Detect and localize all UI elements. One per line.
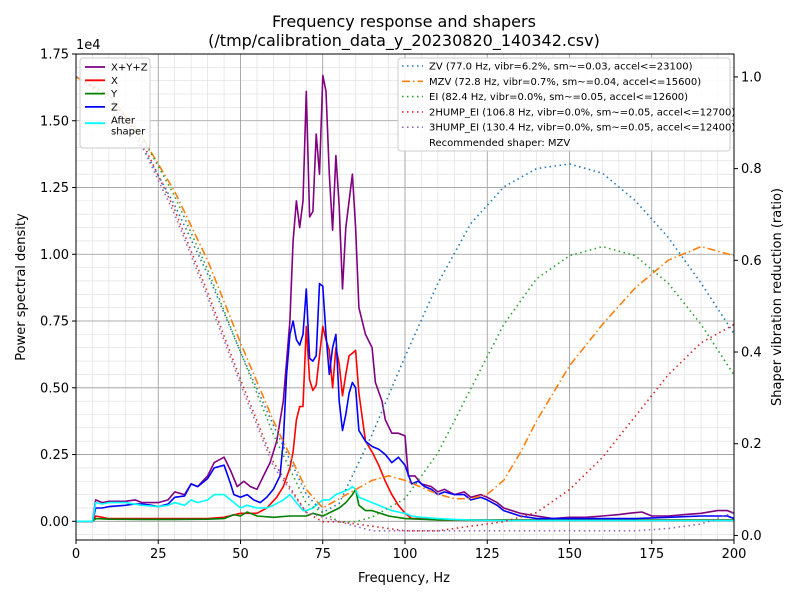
y-right-tick-label: 0.2 — [741, 437, 762, 452]
x-tick-label: 75 — [314, 547, 331, 562]
y-tick-label: 0.75 — [40, 315, 69, 330]
y-tick-label: 1.50 — [40, 114, 69, 129]
legend-right-label: 3HUMP_EI (130.4 Hz, vibr=0.0%, sm~=0.05,… — [429, 123, 735, 134]
legend-left-label: X+Y+Z — [111, 63, 148, 74]
legend-left-label: Z — [111, 102, 118, 113]
y-tick-label: 0.00 — [40, 515, 69, 530]
x-tick-label: 175 — [639, 547, 664, 562]
x-tick-label: 25 — [150, 547, 167, 562]
x-tick-label: 100 — [393, 547, 418, 562]
shaper-line-zv — [76, 76, 734, 514]
legend-recommended-text: Recommended shaper: MZV — [429, 138, 570, 149]
x-tick-label: 50 — [232, 547, 249, 562]
legend-right-label: ZV (77.0 Hz, vibr=6.2%, sm~=0.03, accel<… — [429, 62, 693, 73]
shaper-line-mzv — [76, 76, 734, 509]
y-tick-label: 1.00 — [40, 248, 69, 263]
chart-title-line1: Frequency response and shapers — [272, 12, 536, 31]
shaper-line-3hump-ei — [76, 76, 734, 532]
shaper-line-2hump-ei — [76, 76, 734, 532]
y-tick-label: 1.75 — [40, 48, 69, 63]
y-right-tick-label: 0.6 — [741, 254, 762, 269]
legend-right-label: EI (82.4 Hz, vibr=0.0%, sm~=0.05, accel<… — [429, 92, 688, 103]
legend-right-box — [397, 57, 731, 152]
legend-right: ZV (77.0 Hz, vibr=6.2%, sm~=0.03, accel<… — [397, 57, 735, 152]
plot-area: 0 25 50 75 100 125 150 175 200 0.00 0.25 0.50 0.75 1.… — [40, 48, 762, 563]
x-tick-label: 150 — [557, 547, 582, 562]
y-axis-right-label: Shaper vibration reduction (ratio) — [770, 188, 785, 406]
y-tick-label: 1.25 — [40, 181, 69, 196]
y-axis-label: Power spectral density — [14, 213, 29, 361]
x-axis-label: Frequency, Hz — [358, 571, 450, 586]
series-line-z — [76, 282, 734, 523]
shaper-line-ei — [76, 76, 734, 523]
y-right-tick-label: 0.8 — [741, 162, 762, 177]
series-line-x-y-z — [76, 74, 734, 523]
legend-right-label: 2HUMP_EI (106.8 Hz, vibr=0.0%, sm~=0.05,… — [429, 107, 735, 118]
x-tick-label: 125 — [475, 547, 500, 562]
y-tick-label: 0.50 — [40, 381, 69, 396]
y-right-tick-label: 0.0 — [741, 529, 762, 544]
y-offset-label: 1e4 — [76, 38, 101, 53]
legend-right-label: MZV (72.8 Hz, vibr=0.7%, sm~=0.04, accel… — [429, 77, 701, 88]
series-line-after-shaper — [76, 485, 734, 523]
chart-title-line2: (/tmp/calibration_data_y_20230820_140342… — [208, 31, 600, 51]
y-tick-label: 0.25 — [40, 448, 69, 463]
legend-left-label: Y — [110, 89, 118, 100]
legend-left-label: After — [111, 116, 136, 127]
x-tick-label: 0 — [72, 547, 80, 562]
y-right-tick-label: 1.0 — [741, 70, 762, 85]
x-tick-label: 200 — [722, 547, 747, 562]
series-line-y — [76, 488, 734, 523]
legend-left-label: X — [111, 76, 118, 87]
y-right-tick-label: 0.4 — [741, 346, 762, 361]
legend-left-label: shaper — [111, 127, 146, 138]
